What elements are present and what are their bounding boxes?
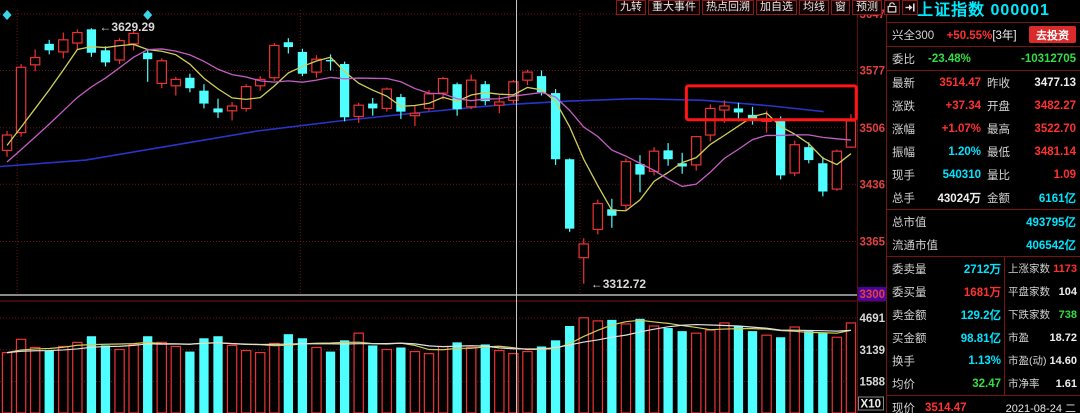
detail-row: 卖金额 129.2亿 下跌家数 738 (887, 303, 1080, 326)
detail-row: 委买量 1681万 平盘家数 104 (887, 280, 1080, 303)
toolbar-item-6[interactable]: 窗 (831, 0, 850, 15)
high-annotation: ←3629.29 (99, 20, 155, 34)
diamond-markers (2, 10, 153, 20)
toolbar-item-4[interactable]: 加自选 (756, 0, 797, 15)
quote-panel: 上证指数 000001 兴全300 +50.55%[3年] 去投资 委比 -23… (886, 0, 1080, 413)
page-title: 上证指数 000001 (917, 2, 1050, 19)
market-cap-group: 总市值 493795亿 流通市值 406542亿 (887, 209, 1080, 256)
quote-rows-group: 最新 3514.47 昨收 3477.13 涨跌 +37.34 开盘 3482.27 涨幅 +1.… (887, 70, 1080, 209)
lock-icon[interactable] (884, 0, 900, 15)
fund-name[interactable]: 兴全300 (892, 29, 935, 42)
svg-text:3577: 3577 (860, 65, 886, 77)
fund-period: [3年] (992, 29, 1017, 42)
current-price-value: 3514.47 (925, 401, 967, 413)
mavol-lines (6, 319, 852, 354)
low-annotation: ←3312.72 (591, 277, 647, 291)
toolbar-item-5[interactable]: 均线 (799, 0, 829, 15)
weibi-group: 委比 -23.48% -10312705 (887, 46, 1080, 70)
toolbar-item-2[interactable]: 重大事件 (648, 0, 700, 15)
quote-row: 最新 3514.47 昨收 3477.13 (892, 76, 1076, 90)
go-invest-button[interactable]: 去投资 (1029, 26, 1076, 43)
svg-text:3506: 3506 (860, 123, 886, 135)
detail-row: 买金额 98.81亿 市盈 18.72 (887, 326, 1080, 349)
svg-text:3139: 3139 (860, 345, 886, 357)
detail-rows-group: 委卖量 2712万 上涨家数 1173 委买量 1681万 平盘家数 104 卖金额 129.2亿… (887, 256, 1080, 395)
quote-row: 总手 43024万 金额 6161亿 (892, 192, 1076, 205)
fund-ad-row: 兴全300 +50.55%[3年] 去投资 (887, 23, 1080, 46)
ma-long-line (0, 97, 824, 168)
chart-region[interactable]: ←3629.29 ←3312.72 3647 3577 3506 3436 3365 3300… (0, 0, 918, 413)
cap-row: 流通市值 406542亿 (892, 239, 1076, 252)
weibi-label: 委比 (892, 53, 915, 66)
svg-text:4691: 4691 (860, 313, 886, 325)
volume-axis-labels: 4691 3139 1588 X10 (858, 313, 886, 411)
toolbar-item-3[interactable]: 热点回溯 (702, 0, 754, 15)
volume-unit-label: X10 (861, 399, 881, 411)
svg-text:3365: 3365 (860, 237, 886, 249)
quote-row: 涨跌 +37.34 开盘 3482.27 (892, 99, 1076, 113)
cap-row: 总市值 493795亿 (892, 216, 1076, 229)
weibi-value: -10312705 (1021, 52, 1076, 65)
weibi-pct: -23.48% (928, 52, 971, 65)
current-price-label: 现价 (892, 402, 915, 413)
footer-row: 现价 3514.47 2021-08-24 二 (887, 396, 1080, 413)
toolbar-item-7[interactable]: 预测 (852, 0, 882, 15)
toolbar-item-1[interactable]: 九转 (616, 0, 646, 15)
quote-row: 现手 540310 量比 1.09 (892, 168, 1076, 182)
highlight-box[interactable] (684, 84, 858, 122)
fund-change: +50.55% (946, 29, 993, 42)
quote-row: 振幅 1.20% 最低 3481.14 (892, 145, 1076, 159)
detail-row: 换手 1.13% 市盈(动) 14.60 (887, 349, 1080, 372)
quote-row: 涨幅 +1.07% 最高 3522.70 (892, 122, 1076, 136)
detail-row: 均价 32.47 市净率 1.61 (887, 372, 1080, 395)
footer-group: 现价 3514.47 2021-08-24 二 (887, 395, 1080, 413)
weibi-row: 委比 -23.48% -10312705 (887, 47, 1080, 70)
svg-text:1588: 1588 (860, 377, 886, 389)
highlight-tick-label: 3300 (860, 289, 886, 301)
chart-toolbar: 九转 重大事件 热点回溯 加自选 均线窗预测 (616, 0, 918, 16)
date-label: 2021-08-24 二 (1005, 402, 1076, 413)
skip-to-end-icon[interactable] (902, 0, 918, 15)
ma-lines (6, 43, 852, 212)
annotations: ←3629.29 ←3312.72 (99, 20, 646, 291)
svg-text:3436: 3436 (860, 179, 886, 191)
detail-row: 委卖量 2712万 上涨家数 1173 (887, 257, 1080, 280)
fund-ad-group: 兴全300 +50.55%[3年] 去投资 (887, 22, 1080, 46)
candlestick-chart[interactable]: ←3629.29←3312.72364735773506343633653300… (0, 0, 886, 413)
volume-bars (1, 317, 857, 413)
